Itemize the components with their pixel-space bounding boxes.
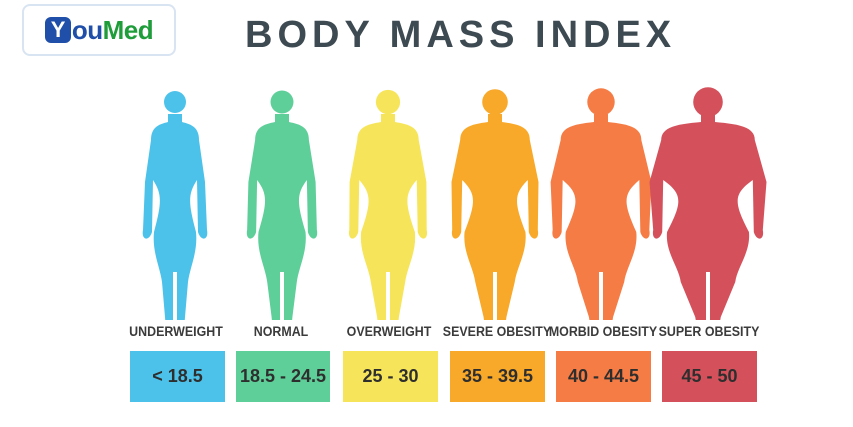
label-normal: NORMAL [253, 324, 309, 339]
body-figures [142, 87, 767, 320]
figure-morbid-obesity-icon [550, 88, 652, 320]
range-box-normal: 18.5 - 24.5 [236, 351, 330, 402]
logo-med-text: Med [102, 14, 154, 45]
figure-super-obesity-icon [649, 87, 767, 320]
logo-y-mark: Y [44, 17, 71, 43]
logo-ou-text: ou [71, 14, 103, 45]
figure-severe-obesity-icon [451, 89, 539, 320]
range-box-super-obesity: 45 - 50 [662, 351, 757, 402]
label-overweight: OVERWEIGHT [346, 324, 432, 339]
figure-normal-icon [246, 90, 318, 320]
figure-underweight-icon [142, 91, 208, 320]
range-box-underweight: < 18.5 [130, 351, 225, 402]
label-super-obesity: SUPER OBESITY [658, 324, 760, 339]
label-severe-obesity: SEVERE OBESITY [442, 324, 552, 339]
range-box-morbid-obesity: 40 - 44.5 [556, 351, 651, 402]
label-morbid-obesity: MORBID OBESITY [548, 324, 658, 339]
range-box-severe-obesity: 35 - 39.5 [450, 351, 545, 402]
page-title: BODY MASS INDEX [245, 14, 677, 56]
range-box-overweight: 25 - 30 [343, 351, 438, 402]
figure-overweight-icon [348, 89, 428, 320]
label-underweight: UNDERWEIGHT [129, 324, 223, 339]
